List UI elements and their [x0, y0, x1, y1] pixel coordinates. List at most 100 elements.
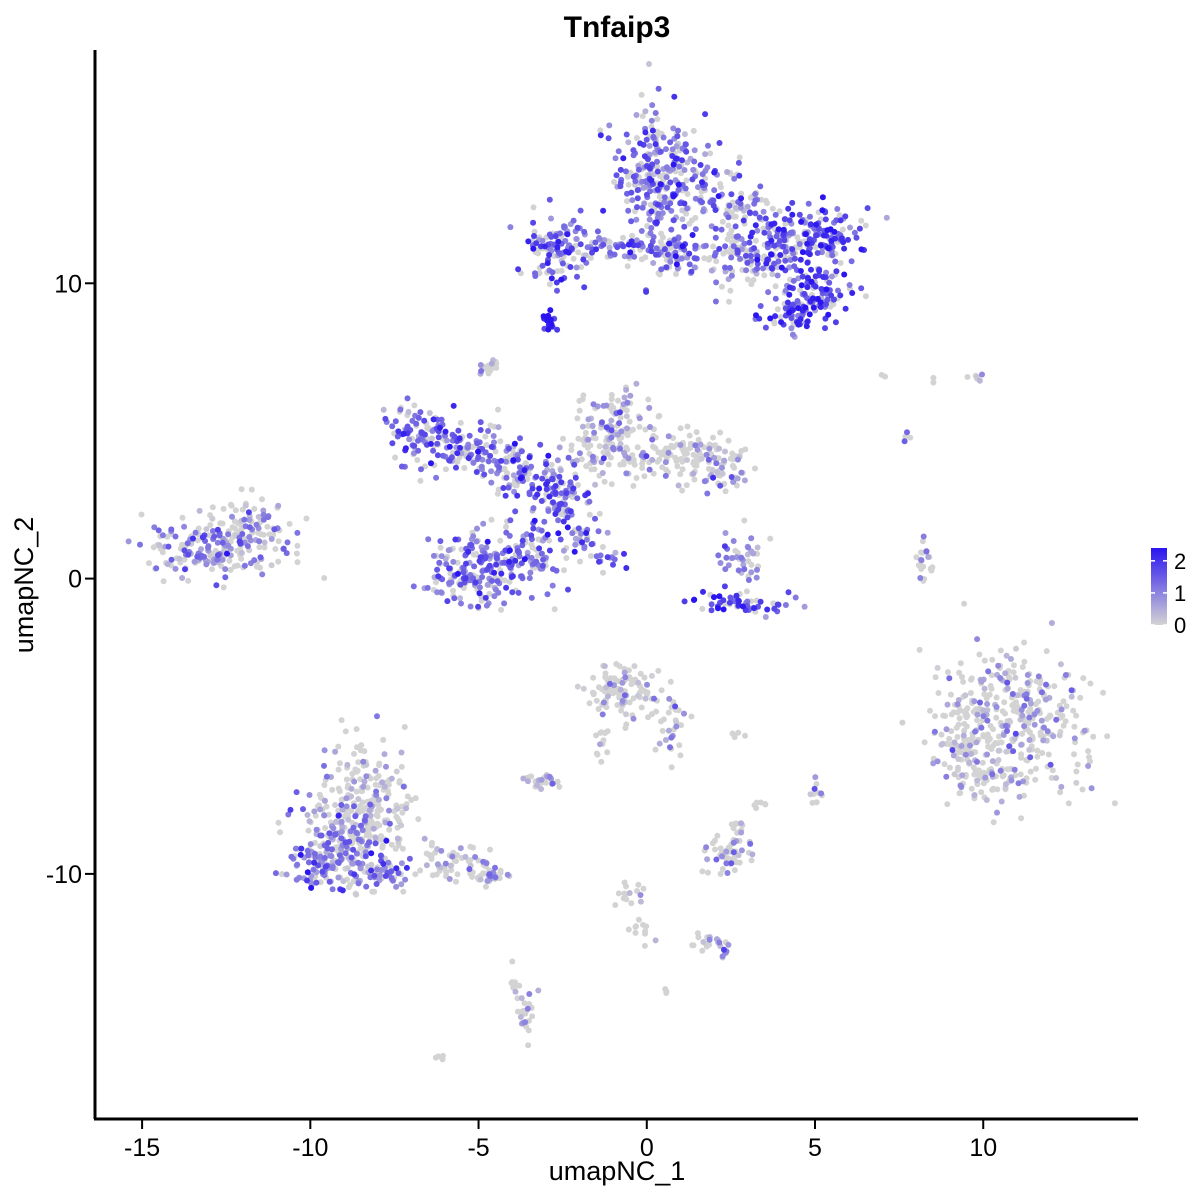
cell-point — [997, 647, 1004, 654]
cell-point — [670, 161, 677, 168]
cell-point — [667, 258, 674, 265]
cell-point — [1035, 673, 1042, 680]
cell-point — [768, 221, 775, 228]
cell-point — [311, 850, 318, 857]
cell-point — [401, 724, 408, 730]
cell-point — [641, 153, 648, 160]
cell-point — [668, 764, 675, 771]
cell-point — [429, 435, 435, 442]
cell-point — [376, 760, 383, 767]
cell-point — [668, 734, 675, 741]
cell-point — [706, 936, 713, 943]
cell-point — [564, 231, 571, 238]
cell-point — [748, 857, 755, 864]
cell-point — [1071, 723, 1078, 730]
cell-point — [552, 489, 559, 496]
cell-point — [1012, 730, 1019, 737]
cell-point — [652, 445, 659, 452]
cell-point — [275, 502, 282, 509]
cell-point — [858, 285, 865, 292]
cell-point — [575, 249, 582, 256]
cell-point — [575, 482, 581, 488]
cell-point — [1056, 732, 1063, 739]
cell-point — [626, 418, 633, 425]
cell-point — [826, 279, 833, 286]
cell-point — [1017, 687, 1024, 693]
cell-point — [283, 871, 290, 878]
cell-point — [608, 417, 615, 424]
cell-point — [304, 877, 310, 884]
cell-point — [509, 589, 516, 596]
cell-point — [372, 767, 379, 774]
cell-point — [828, 292, 835, 299]
cell-point — [434, 452, 441, 459]
cell-point — [399, 845, 406, 852]
cell-point — [231, 563, 238, 570]
cell-point — [487, 367, 494, 374]
cell-point — [742, 446, 749, 453]
cell-point — [283, 550, 290, 557]
cell-point — [679, 157, 685, 164]
cell-point — [731, 464, 738, 471]
cell-point — [316, 791, 323, 798]
cell-point — [357, 845, 364, 852]
cell-point — [971, 698, 978, 705]
cell-point — [722, 243, 729, 250]
cell-point — [691, 264, 698, 271]
cell-point — [739, 603, 746, 610]
cell-point — [656, 740, 663, 747]
cell-point — [624, 425, 630, 432]
cell-point — [275, 558, 282, 565]
cell-point — [549, 582, 556, 589]
cell-point — [351, 778, 358, 785]
cell-point — [712, 207, 719, 213]
cell-point — [633, 237, 640, 244]
cell-point — [681, 223, 688, 230]
cell-point — [453, 858, 460, 865]
cell-point — [328, 853, 335, 860]
cell-point — [768, 237, 775, 244]
cell-point — [503, 529, 510, 536]
cell-point — [477, 419, 484, 426]
cell-point — [549, 269, 556, 276]
cell-point — [222, 566, 229, 573]
cell-point — [568, 245, 575, 252]
cell-point — [626, 675, 633, 682]
cell-point — [639, 204, 646, 211]
cell-point — [648, 225, 655, 231]
cell-point — [670, 193, 677, 200]
cell-point — [723, 860, 730, 867]
cell-point — [598, 758, 605, 765]
cell-point — [974, 717, 981, 724]
cell-point — [589, 453, 596, 460]
cell-point — [547, 307, 554, 314]
cell-point — [272, 546, 279, 552]
cell-point — [1000, 772, 1007, 779]
cell-point — [538, 527, 545, 534]
cell-point — [446, 565, 453, 572]
cell-point — [757, 303, 764, 309]
cell-point — [548, 321, 555, 328]
cell-point — [412, 871, 419, 878]
cell-point — [486, 871, 493, 878]
cell-point — [343, 803, 350, 810]
cell-point — [507, 224, 514, 231]
cell-point — [338, 717, 345, 724]
cell-point — [415, 414, 422, 421]
cell-point — [164, 561, 171, 568]
cell-point — [651, 695, 657, 702]
cell-point — [363, 832, 370, 839]
cell-point — [659, 727, 666, 734]
cell-point — [604, 749, 611, 756]
cell-point — [748, 569, 755, 576]
cell-point — [601, 478, 608, 485]
cell-point — [687, 440, 694, 447]
cell-point — [335, 766, 342, 773]
cell-point — [697, 162, 704, 168]
cell-point — [487, 422, 494, 429]
cell-point — [398, 822, 405, 829]
cell-point — [468, 542, 475, 548]
cell-point — [1077, 694, 1084, 701]
cell-point — [623, 413, 630, 420]
cell-point — [533, 558, 540, 565]
